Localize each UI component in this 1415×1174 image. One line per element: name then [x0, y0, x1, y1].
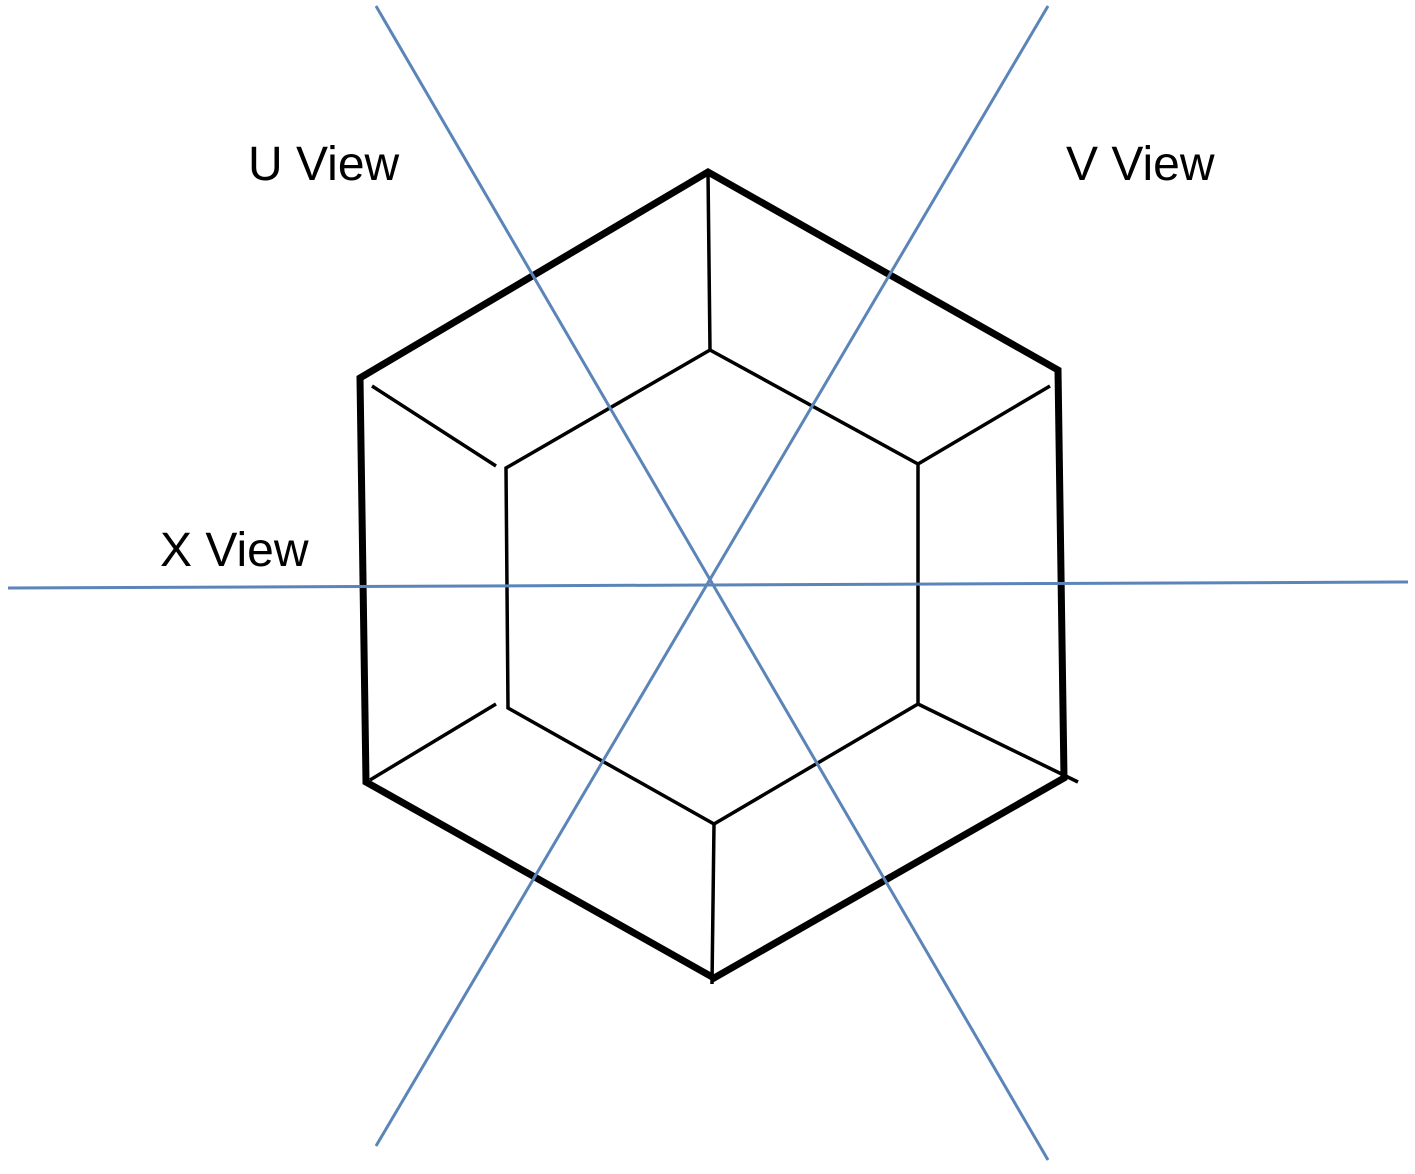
connector-lower-left	[369, 702, 497, 782]
v-view-line	[374, 5, 1050, 1147]
hexagon-connectors	[369, 171, 1079, 985]
connector-upper-left	[371, 384, 497, 468]
connector-upper-right	[917, 384, 1051, 466]
connector-top	[706, 171, 712, 351]
u-view-label: U View	[248, 138, 400, 191]
outer-hexagon	[356, 167, 1068, 983]
x-view-line	[7, 580, 1409, 590]
u-view-line	[374, 5, 1050, 1161]
v-view-label: V View	[1066, 138, 1215, 191]
x-view-label: X View	[160, 524, 309, 577]
connector-lower-right	[917, 702, 1079, 784]
connector-bottom	[710, 823, 716, 985]
view-lines	[7, 5, 1409, 1161]
